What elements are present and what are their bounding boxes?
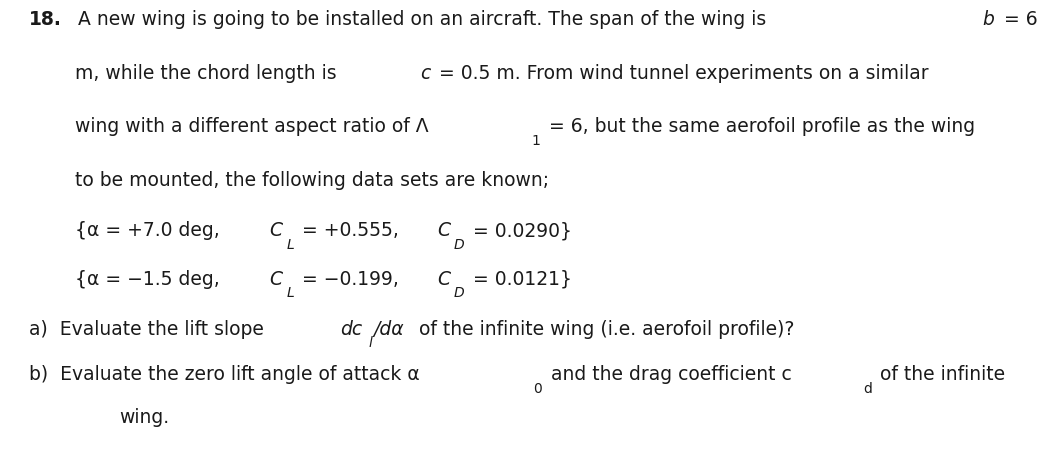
Text: {α = +7.0 deg,: {α = +7.0 deg, — [75, 221, 225, 240]
Text: C: C — [269, 270, 283, 289]
Text: of the infinite wing (i.e. aerofoil profile)?: of the infinite wing (i.e. aerofoil prof… — [412, 320, 795, 339]
Text: = +0.555,: = +0.555, — [296, 221, 405, 240]
Text: 1: 1 — [531, 134, 540, 148]
Text: 18.: 18. — [29, 10, 62, 29]
Text: 0: 0 — [533, 382, 542, 396]
Text: C: C — [436, 221, 450, 240]
Text: = 0.0121}: = 0.0121} — [468, 270, 572, 289]
Text: of the infinite: of the infinite — [875, 365, 1006, 384]
Text: b: b — [983, 10, 994, 29]
Text: A new wing is going to be installed on an aircraft. The span of the wing is: A new wing is going to be installed on a… — [72, 10, 778, 29]
Text: to be mounted, the following data sets are known;: to be mounted, the following data sets a… — [75, 171, 549, 190]
Text: wing.: wing. — [119, 408, 169, 427]
Text: L: L — [287, 286, 294, 301]
Text: m, while the chord length is: m, while the chord length is — [75, 64, 343, 83]
Text: wing with a different aspect ratio of Λ: wing with a different aspect ratio of Λ — [75, 117, 428, 136]
Text: C: C — [269, 221, 283, 240]
Text: a)  Evaluate the lift slope: a) Evaluate the lift slope — [29, 320, 270, 339]
Text: d: d — [863, 382, 872, 396]
Text: D: D — [454, 286, 464, 301]
Text: C: C — [436, 270, 450, 289]
Text: and the drag coefficient c: and the drag coefficient c — [544, 365, 792, 384]
Text: D: D — [454, 238, 464, 252]
Text: = 0.0290}: = 0.0290} — [468, 221, 572, 240]
Text: b)  Evaluate the zero lift angle of attack α: b) Evaluate the zero lift angle of attac… — [29, 365, 420, 384]
Text: c: c — [420, 64, 430, 83]
Text: L: L — [287, 238, 294, 252]
Text: dc: dc — [340, 320, 362, 339]
Text: l: l — [369, 336, 372, 350]
Text: = −0.199,: = −0.199, — [296, 270, 405, 289]
Text: = 6, but the same aerofoil profile as the wing: = 6, but the same aerofoil profile as th… — [542, 117, 975, 136]
Text: = 6.0: = 6.0 — [998, 10, 1039, 29]
Text: {α = −1.5 deg,: {α = −1.5 deg, — [75, 270, 225, 289]
Text: /dα: /dα — [373, 320, 404, 339]
Text: = 0.5 m. From wind tunnel experiments on a similar: = 0.5 m. From wind tunnel experiments on… — [433, 64, 929, 83]
